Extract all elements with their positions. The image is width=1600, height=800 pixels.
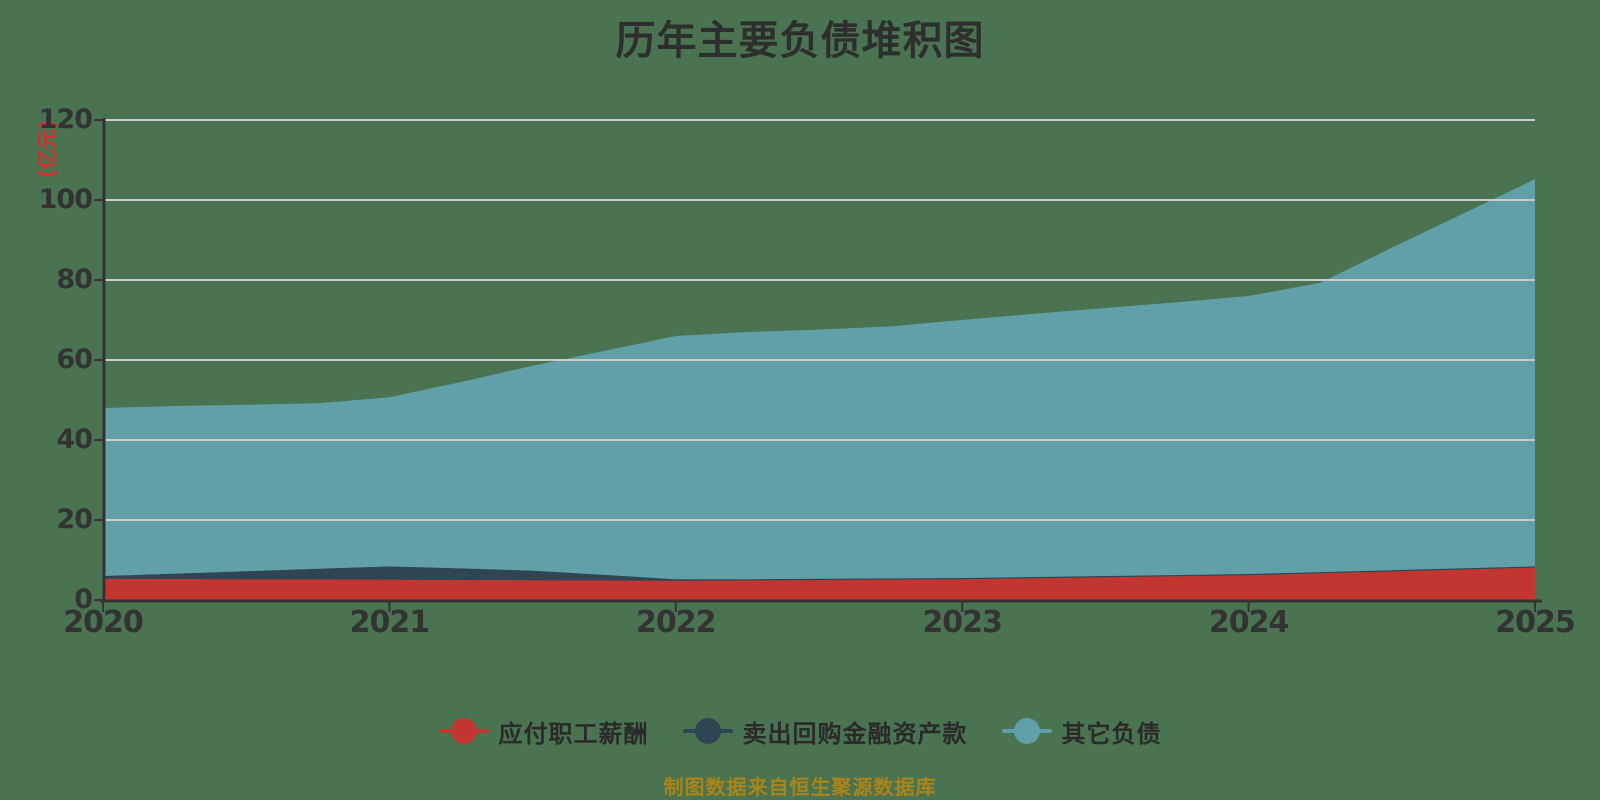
x-tick-label-2023: 2023 [922, 605, 1003, 640]
y-tick-label-20: 20 [56, 504, 93, 535]
x-tick-label-2020: 2020 [63, 605, 144, 640]
y-tick-label-100: 100 [38, 184, 93, 215]
data-source-note: 制图数据来自恒生聚源数据库 [663, 775, 937, 799]
x-tick-label-2021: 2021 [349, 605, 431, 640]
legend-marker-dot [450, 718, 477, 744]
y-tick-label-120: 120 [38, 104, 93, 135]
area-卖出回购金融资产款 [103, 566, 1535, 581]
legend-marker-line [1001, 718, 1052, 744]
area-应付职工薪酬 [103, 567, 1535, 600]
legend-item-其它负债[interactable]: 其它负债 [1001, 714, 1162, 749]
y-tick-label-80: 80 [56, 264, 93, 295]
chart-title: 历年主要负债堆积图 [615, 18, 985, 64]
area-其它负债 [103, 179, 1535, 580]
legend-marker-dot [694, 718, 721, 744]
legend-marker-line [682, 718, 733, 744]
legend: 应付职工薪酬 卖出回购金融资产款 其它负债 [0, 705, 1600, 757]
x-tick-label-2022: 2022 [636, 605, 717, 640]
x-tick-label-2025: 2025 [1495, 605, 1576, 640]
legend-marker-dot [1013, 718, 1040, 744]
x-tick-label-2024: 2024 [1208, 605, 1290, 640]
legend-item-应付职工薪酬[interactable]: 应付职工薪酬 [438, 714, 649, 749]
y-tick-label-60: 60 [56, 344, 93, 375]
legend-item-label: 其它负债 [1061, 719, 1162, 748]
legend-item-卖出回购金融资产款[interactable]: 卖出回购金融资产款 [682, 714, 968, 749]
legend-item-label: 卖出回购金融资产款 [742, 719, 968, 748]
legend-marker-line [438, 718, 489, 744]
y-tick-label-40: 40 [56, 424, 93, 455]
y-tick-label-0: 0 [74, 584, 93, 615]
legend-item-label: 应付职工薪酬 [498, 719, 649, 748]
